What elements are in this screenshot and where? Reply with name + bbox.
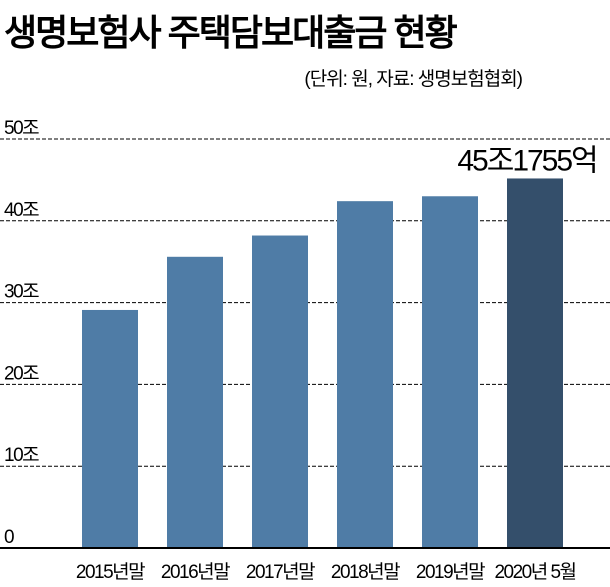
bar-2015년말	[82, 309, 138, 548]
bar-2019년말	[422, 196, 478, 548]
chart-subtitle: (단위: 원, 자료: 생명보험협회)	[304, 69, 523, 90]
bar-2020년 5월	[507, 178, 563, 548]
x-tick-label: 2017년말	[246, 561, 315, 583]
x-tick-label: 2015년말	[76, 561, 145, 583]
x-tick-label: 2019년말	[416, 561, 485, 583]
y-tick-label: 20조	[4, 363, 39, 384]
y-tick-label: 30조	[4, 282, 39, 303]
value-annotation: 45조1755억	[457, 144, 596, 177]
x-tick-label: 2018년말	[331, 561, 400, 583]
y-tick-label: 0	[4, 527, 14, 548]
bar-2018년말	[337, 201, 393, 548]
x-tick-label: 2020년 5월	[494, 561, 575, 583]
chart-title: 생명보험사 주택담보대출금 현황	[4, 12, 458, 53]
bar-2016년말	[167, 256, 223, 548]
y-tick-label: 40조	[4, 200, 39, 221]
y-tick-label: 50조	[4, 118, 39, 139]
y-tick-label: 10조	[4, 445, 39, 466]
bar-2017년말	[252, 235, 308, 549]
x-tick-label: 2016년말	[161, 561, 230, 583]
